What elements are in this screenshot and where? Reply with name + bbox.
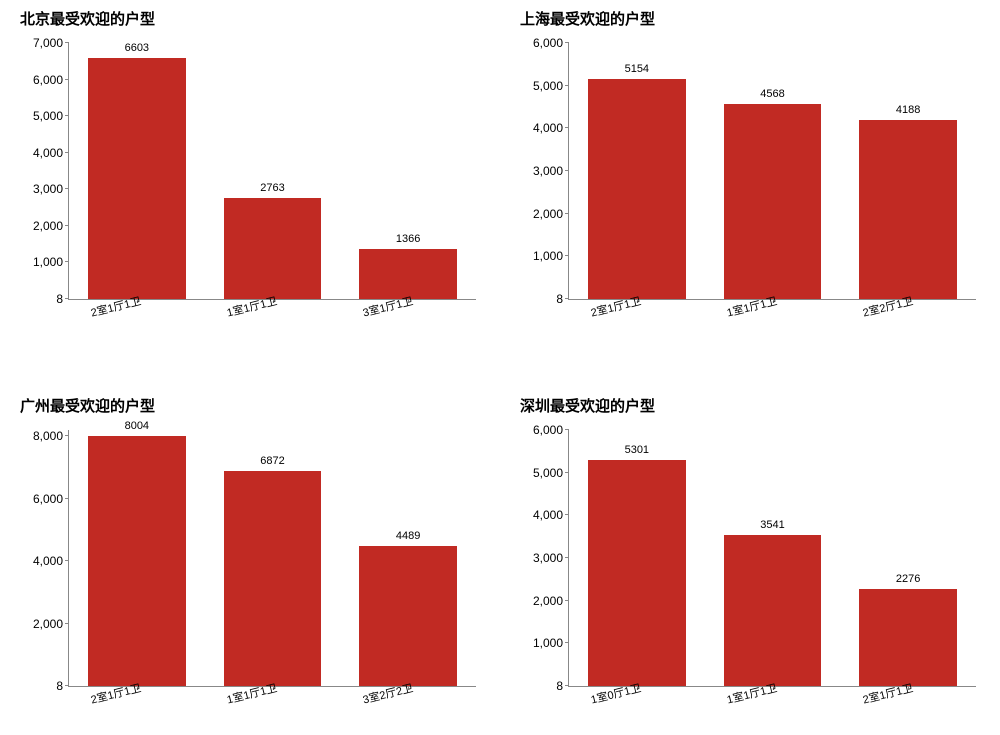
y-tick-mark (565, 600, 569, 601)
y-tick-mark (565, 685, 569, 686)
bar-value-label: 2276 (859, 573, 957, 585)
chart-area: 82,0004,0006,0008,00080042室1厅1卫68721室1厅1… (20, 426, 480, 727)
y-tick-label: 1,000 (533, 249, 569, 263)
y-tick-mark (65, 435, 69, 436)
bar: 4489 (359, 546, 457, 686)
y-tick-mark (65, 115, 69, 116)
y-tick-mark (565, 514, 569, 515)
panel-title: 深圳最受欢迎的户型 (520, 395, 980, 416)
y-tick-mark (565, 255, 569, 256)
y-tick-mark (65, 42, 69, 43)
panel-shenzhen: 深圳最受欢迎的户型 81,0002,0003,0004,0005,0006,00… (520, 395, 980, 727)
chart-area: 81,0002,0003,0004,0005,0006,00051542室1厅1… (520, 39, 980, 340)
bar-value-label: 5154 (588, 63, 686, 75)
chart-grid: 北京最受欢迎的户型 81,0002,0003,0004,0005,0006,00… (20, 8, 980, 727)
y-tick-label: 6,000 (33, 73, 69, 87)
y-tick-label: 8 (56, 679, 69, 693)
y-tick-label: 3,000 (533, 164, 569, 178)
chart-area: 81,0002,0003,0004,0005,0006,00053011室0厅1… (520, 426, 980, 727)
y-tick-label: 6,000 (533, 423, 569, 437)
bar-value-label: 2763 (224, 182, 322, 194)
y-tick-label: 4,000 (533, 508, 569, 522)
plot-shanghai: 81,0002,0003,0004,0005,0006,00051542室1厅1… (568, 43, 976, 300)
y-tick-mark (65, 685, 69, 686)
bar: 4568 (724, 104, 822, 299)
y-tick-mark (565, 170, 569, 171)
y-tick-mark (565, 85, 569, 86)
panel-title: 上海最受欢迎的户型 (520, 8, 980, 29)
bar: 6603 (88, 58, 186, 299)
y-tick-label: 4,000 (33, 554, 69, 568)
y-tick-label: 2,000 (33, 617, 69, 631)
bar: 6872 (224, 471, 322, 686)
panel-title: 广州最受欢迎的户型 (20, 395, 480, 416)
chart-area: 8 1,000 2,000 3,000 4,000 5,000 6,000 7,000 6603… (20, 39, 480, 340)
y-tick-label: 2,000 (533, 207, 569, 221)
panel-guangzhou: 广州最受欢迎的户型 82,0004,0006,0008,00080042室1厅1… (20, 395, 480, 727)
plot-guangzhou: 82,0004,0006,0008,00080042室1厅1卫68721室1厅1… (68, 430, 476, 687)
y-tick-label: 6,000 (533, 36, 569, 50)
y-tick-label: 8 (556, 679, 569, 693)
bar: 4188 (859, 120, 957, 299)
y-tick-mark (65, 560, 69, 561)
y-tick-label: 4,000 (533, 121, 569, 135)
bar-value-label: 4568 (724, 88, 822, 100)
y-tick-mark (565, 127, 569, 128)
y-tick-mark (565, 429, 569, 430)
bar: 3541 (724, 535, 822, 686)
y-tick-mark (565, 557, 569, 558)
panel-beijing: 北京最受欢迎的户型 8 1,000 2,000 3,000 4,000 5,000 6,00… (20, 8, 480, 340)
panel-shanghai: 上海最受欢迎的户型 81,0002,0003,0004,0005,0006,00… (520, 8, 980, 340)
y-tick-mark (65, 152, 69, 153)
y-tick-mark (565, 42, 569, 43)
y-tick-mark (65, 498, 69, 499)
bar-value-label: 1366 (359, 233, 457, 245)
y-tick-label: 8 (556, 292, 569, 306)
y-tick-mark (65, 623, 69, 624)
y-tick-label: 8,000 (33, 429, 69, 443)
y-tick-label: 2,000 (533, 594, 569, 608)
y-tick-label: 7,000 (33, 36, 69, 50)
y-tick-label: 1,000 (533, 636, 569, 650)
y-tick-mark (565, 642, 569, 643)
y-tick-label: 5,000 (533, 79, 569, 93)
y-tick-mark (565, 472, 569, 473)
y-tick-mark (565, 213, 569, 214)
bar-value-label: 6603 (88, 42, 186, 54)
y-tick-label: 5,000 (33, 109, 69, 123)
y-tick-label: 1,000 (33, 255, 69, 269)
bar: 5301 (588, 460, 686, 686)
bar-value-label: 3541 (724, 519, 822, 531)
bar-value-label: 4188 (859, 104, 957, 116)
bar: 2276 (859, 589, 957, 686)
y-tick-mark (65, 188, 69, 189)
y-tick-label: 4,000 (33, 146, 69, 160)
y-tick-label: 5,000 (533, 466, 569, 480)
y-tick-mark (65, 225, 69, 226)
bar: 5154 (588, 79, 686, 299)
bar: 2763 (224, 198, 322, 299)
y-tick-label: 2,000 (33, 219, 69, 233)
y-tick-label: 3,000 (533, 551, 569, 565)
y-tick-mark (65, 261, 69, 262)
y-tick-mark (565, 298, 569, 299)
plot-shenzhen: 81,0002,0003,0004,0005,0006,00053011室0厅1… (568, 430, 976, 687)
y-tick-mark (65, 298, 69, 299)
bar-value-label: 5301 (588, 444, 686, 456)
plot-beijing: 81,0002,0003,0004,0005,0006,0007,0006603… (68, 43, 476, 300)
bar-value-label: 8004 (88, 420, 186, 432)
bar-value-label: 6872 (224, 455, 322, 467)
y-tick-mark (65, 79, 69, 80)
y-tick-label: 6,000 (33, 492, 69, 506)
bar: 8004 (88, 436, 186, 686)
y-tick-label: 3,000 (33, 182, 69, 196)
bar: 1366 (359, 249, 457, 299)
panel-title: 北京最受欢迎的户型 (20, 8, 480, 29)
y-tick-label: 8 (56, 292, 69, 306)
bar-value-label: 4489 (359, 530, 457, 542)
